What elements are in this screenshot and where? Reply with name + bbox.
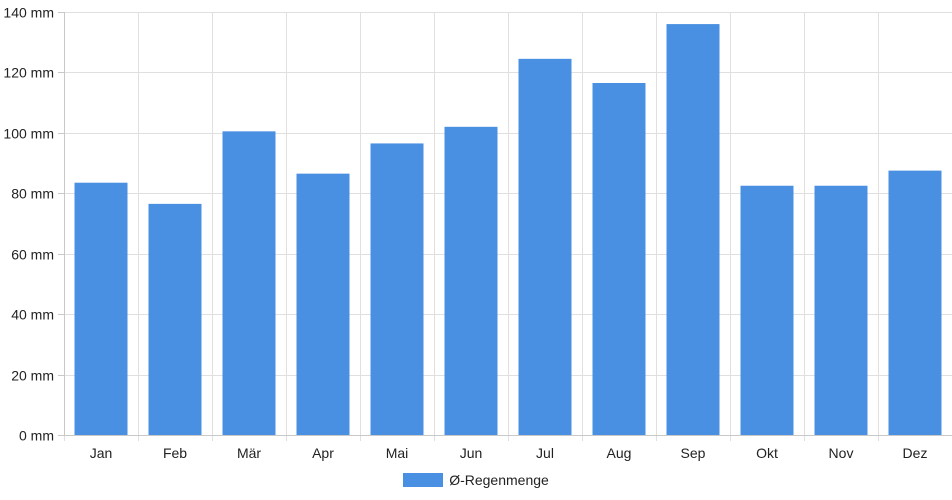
legend-swatch <box>403 473 444 487</box>
bar-okt <box>740 185 794 435</box>
bar-sep <box>666 24 720 435</box>
bar-nov <box>814 185 868 435</box>
bar-aug <box>592 83 646 435</box>
bar-apr <box>296 173 350 435</box>
x-tick-label: Jun <box>460 445 483 461</box>
legend[interactable]: Ø-Regenmenge <box>0 472 952 488</box>
bar-jul <box>518 58 572 435</box>
x-tick-label: Apr <box>312 445 334 461</box>
x-tick-label: Mär <box>237 445 261 461</box>
bar-jan <box>74 182 128 435</box>
x-tick-label: Mai <box>386 445 409 461</box>
x-tick-label: Okt <box>756 445 778 461</box>
y-tick-label: 140 mm <box>3 5 54 21</box>
bar-mai <box>370 143 424 436</box>
bar-feb <box>148 203 202 435</box>
bar-mär <box>222 131 276 435</box>
x-tick-label: Dez <box>903 445 928 461</box>
x-tick-label: Sep <box>681 445 706 461</box>
tick-labels: 0 mm 20 mm 40 mm 60 mm 80 mm 100 mm 120 mm 140 … <box>3 5 927 462</box>
bar-jun <box>444 126 498 436</box>
legend-label: Ø-Regenmenge <box>449 472 549 488</box>
x-tick-label: Jan <box>90 445 113 461</box>
grid-lines <box>58 12 952 441</box>
x-tick-label: Aug <box>607 445 632 461</box>
y-tick-label: 40 mm <box>11 307 54 323</box>
x-tick-label: Jul <box>536 445 554 461</box>
y-tick-label: 60 mm <box>11 247 54 263</box>
rainfall-bar-chart: 0 mm 20 mm 40 mm 60 mm 80 mm 100 mm 120 mm 140 … <box>3 5 952 462</box>
y-tick-label: 20 mm <box>11 368 54 384</box>
y-tick-label: 100 mm <box>3 126 54 142</box>
y-tick-label: 0 mm <box>19 428 54 444</box>
bars <box>74 24 942 436</box>
y-tick-label: 80 mm <box>11 186 54 202</box>
x-tick-label: Nov <box>829 445 854 461</box>
axes <box>58 12 952 436</box>
bar-dez <box>888 170 942 435</box>
y-tick-label: 120 mm <box>3 65 54 81</box>
x-tick-label: Feb <box>163 445 187 461</box>
